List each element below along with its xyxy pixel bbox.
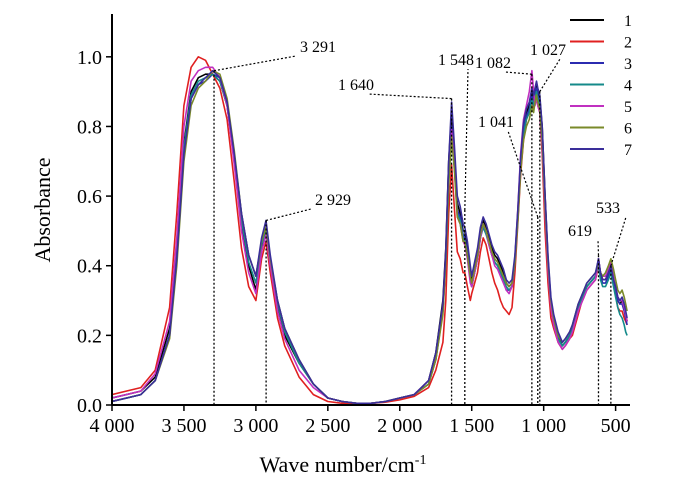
series-line-6 — [112, 69, 628, 405]
annotation-leader — [507, 130, 539, 218]
annotation-leader — [367, 93, 452, 100]
annotation-leader — [265, 208, 312, 222]
series-line-5 — [112, 66, 628, 405]
y-tick-label: 1.0 — [77, 47, 102, 69]
legend-label-4: 4 — [624, 78, 632, 95]
x-tick-label: 1 000 — [521, 415, 566, 437]
x-tick-label: 4 000 — [90, 415, 135, 437]
annotation-layer: 3 291 2 929 1 640 1 548 1 041 1 082 1 027 61953… — [213, 39, 627, 405]
x-axis-title-main: Wave number/cm — [260, 452, 415, 477]
annotation-label: 3 291 — [300, 39, 336, 56]
y-tick-label: 0.6 — [77, 186, 102, 208]
legend-label-1: 1 — [624, 13, 632, 30]
legend-label-5: 5 — [624, 99, 632, 116]
legend-label-2: 2 — [624, 35, 632, 52]
annotation-label: 533 — [596, 200, 620, 217]
x-axis-title: Wave number/cm-1 — [260, 452, 427, 477]
annotation-label: 1 548 — [438, 52, 474, 69]
x-tick-label: 500 — [601, 415, 631, 437]
y-tick-label: 0.0 — [77, 395, 102, 417]
annotation-label: 1 027 — [530, 42, 566, 59]
x-tick-label: 1 500 — [449, 415, 494, 437]
annotation-leader — [504, 71, 532, 75]
annotation-label: 619 — [568, 223, 592, 240]
legend-label-3: 3 — [624, 56, 632, 73]
y-tick-label: 0.4 — [77, 256, 102, 278]
legend-label-7: 7 — [624, 142, 632, 159]
tick-layer: 4 000 3 500 3 000 2 500 2 000 1 500 1 000 500 0.… — [77, 47, 631, 437]
annotation-label: 1 041 — [478, 114, 514, 131]
legend-label-6: 6 — [624, 121, 632, 138]
annotation-leader — [213, 55, 297, 72]
annotation-label: 2 929 — [315, 192, 351, 209]
annotation-leader — [610, 216, 627, 266]
annotation-leader — [464, 68, 469, 211]
y-axis-title: Absorbance — [30, 157, 55, 262]
x-tick-label: 3 000 — [233, 415, 278, 437]
annotation-label: 1 082 — [475, 55, 511, 72]
x-axis-title-sup: -1 — [415, 453, 427, 468]
x-tick-label: 2 500 — [305, 415, 350, 437]
x-tick-label: 3 500 — [161, 415, 206, 437]
x-tick-label: 2 000 — [377, 415, 422, 437]
series-layer — [112, 56, 628, 405]
annotation-label: 1 640 — [338, 77, 374, 94]
y-tick-label: 0.2 — [77, 325, 102, 347]
annotation-leader — [539, 58, 561, 92]
y-tick-label: 0.8 — [77, 116, 102, 138]
chart-legend: 1 2 3 4 5 6 7 — [570, 13, 632, 159]
series-line-7 — [112, 69, 628, 405]
